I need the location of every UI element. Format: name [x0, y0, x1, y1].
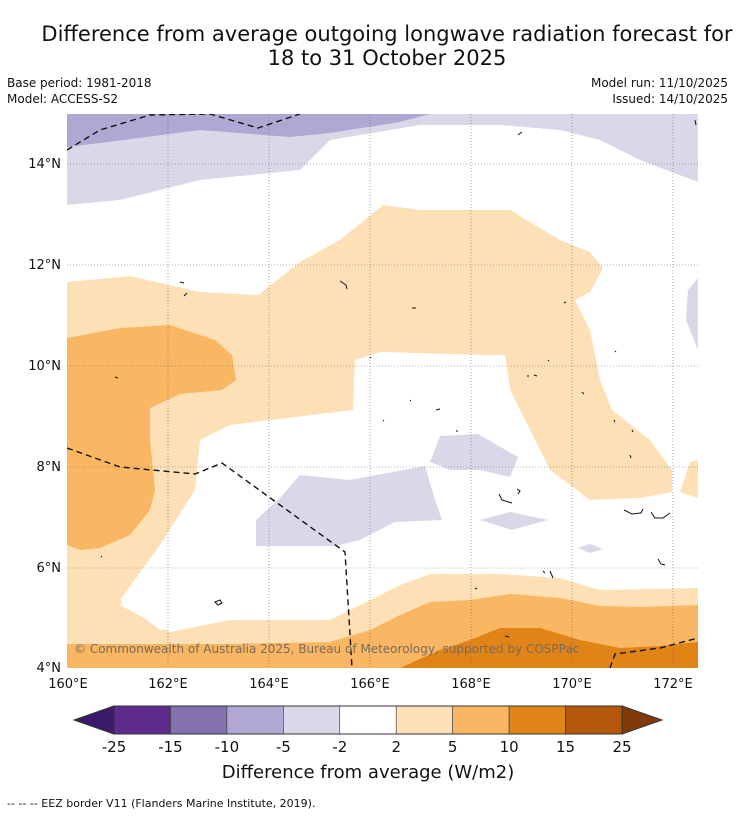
contour-positive-mid-left: [67, 325, 236, 550]
issued-date: Issued: 14/10/2025: [612, 92, 728, 106]
lon-tick-162e: 162°E: [148, 677, 188, 692]
colorbar-tick-label: -5: [276, 738, 291, 756]
colorbar-tick-label: -15: [158, 738, 183, 756]
contour-positive-light-right: [680, 460, 698, 498]
colorbar-swatch: [113, 705, 171, 735]
copyright-credit: © Commonwealth of Australia 2025, Bureau…: [74, 642, 579, 656]
contour-negative-light: [67, 114, 698, 205]
lon-tick-170e: 170°E: [552, 677, 592, 692]
colorbar-right-extension: [621, 705, 664, 735]
contour-negative-patch-small2: [578, 544, 603, 553]
meta-right: Model run: 11/10/2025 Issued: 14/10/2025: [591, 75, 728, 107]
colorbar-tick-label: 10: [500, 738, 519, 756]
eez-legend: -- -- -- EEZ border V11 (Flanders Marine…: [7, 797, 316, 810]
map-plot-area: © Commonwealth of Australia 2025, Bureau…: [67, 114, 698, 668]
lat-tick-12n: 12°N: [28, 258, 61, 273]
colorbar-swatch: [283, 705, 341, 735]
contour-negative-mid: [67, 114, 430, 147]
colorbar: -25 -15 -10 -5 -2 2 5 10 15 25 Difference from av…: [72, 705, 664, 783]
lat-tick-8n: 8°N: [37, 460, 62, 475]
base-period: Base period: 1981-2018: [7, 76, 152, 90]
contour-negative-right-edge: [686, 278, 698, 350]
graticule: [67, 114, 698, 668]
contour-negative-patch-small1: [480, 512, 548, 530]
colorbar-outline: [113, 705, 623, 735]
lon-tick-164e: 164°E: [249, 677, 289, 692]
contour-negative-patch-east: [430, 434, 518, 477]
lat-axis: 14°N 12°N 10°N 8°N 6°N 4°N: [28, 157, 61, 676]
colorbar-title: Difference from average (W/m2): [222, 762, 514, 783]
islands: [100, 119, 697, 638]
title-line-1: Difference from average outgoing longwav…: [41, 22, 733, 46]
colorbar-swatch: [565, 705, 623, 735]
colorbar-tick-label: 5: [448, 738, 458, 756]
model-name: Model: ACCESS-S2: [7, 92, 119, 106]
contour-positive-strong-bottom: [400, 628, 698, 668]
colorbar-swatch: [452, 705, 510, 735]
contour-negative-patch-center: [256, 466, 442, 546]
lat-tick-6n: 6°N: [37, 561, 62, 576]
eez-borders: [67, 114, 698, 668]
colorbar-tick-label: -2: [332, 738, 347, 756]
colorbar-swatch: [508, 705, 566, 735]
contour-positive-light: [67, 205, 698, 668]
colorbar-swatch: [226, 705, 284, 735]
colorbar-tick-label: 2: [391, 738, 401, 756]
meta-left: Base period: 1981-2018 Model: ACCESS-S2: [7, 75, 152, 107]
lon-tick-160e: 160°E: [48, 677, 88, 692]
lon-axis: 160°E 162°E 164°E 166°E 168°E 170°E 172°…: [48, 677, 693, 692]
model-run: Model run: 11/10/2025: [590, 76, 728, 90]
colorbar-swatch: [339, 705, 397, 735]
colorbar-tick-label: 25: [612, 738, 631, 756]
lat-tick-10n: 10°N: [28, 359, 61, 374]
colorbar-swatch: [170, 705, 228, 735]
title-line-2: 18 to 31 October 2025: [267, 46, 507, 70]
lon-tick-172e: 172°E: [653, 677, 693, 692]
colorbar-tick-label: 15: [556, 738, 575, 756]
lon-tick-168e: 168°E: [451, 677, 491, 692]
lat-tick-4n: 4°N: [37, 661, 62, 676]
map-title: Difference from average outgoing longwav…: [20, 22, 736, 70]
colorbar-swatch: [395, 705, 453, 735]
colorbar-left-extension: [72, 705, 115, 735]
lon-tick-166e: 166°E: [350, 677, 390, 692]
colorbar-tick-label: -25: [102, 738, 127, 756]
lat-tick-14n: 14°N: [28, 157, 61, 172]
colorbar-tick-label: -10: [215, 738, 240, 756]
